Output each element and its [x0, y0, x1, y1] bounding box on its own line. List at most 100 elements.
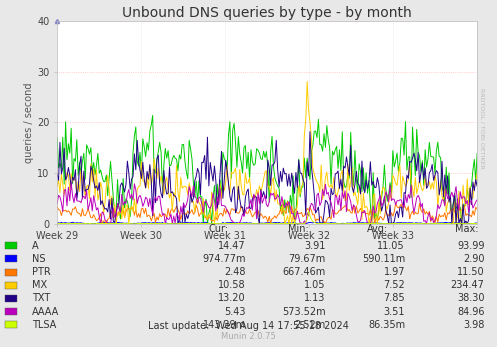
- PTR: [474, 207, 480, 211]
- NS: [306, 221, 312, 225]
- Text: 93.99: 93.99: [457, 241, 485, 251]
- Line: MX: MX: [57, 82, 477, 224]
- Title: Unbound DNS queries by type - by month: Unbound DNS queries by type - by month: [122, 6, 412, 20]
- AAAA: [474, 198, 480, 202]
- A: [314, 136, 320, 140]
- TLSA: [306, 209, 312, 213]
- NS: [474, 221, 480, 225]
- MX: [314, 180, 320, 184]
- Text: 1.97: 1.97: [384, 267, 405, 277]
- NS: [411, 221, 417, 226]
- Text: Last update:  Wed Aug 14 17:55:18 2024: Last update: Wed Aug 14 17:55:18 2024: [148, 321, 349, 331]
- MX: [113, 222, 119, 226]
- Text: 86.35m: 86.35m: [368, 320, 405, 330]
- Text: 13.20: 13.20: [218, 294, 246, 303]
- A: [306, 167, 312, 171]
- MX: [474, 172, 480, 176]
- Line: AAAA: AAAA: [57, 183, 477, 224]
- TLSA: [89, 222, 95, 226]
- Line: A: A: [57, 116, 477, 224]
- Text: 3.51: 3.51: [384, 307, 405, 316]
- AAAA: [411, 211, 417, 215]
- Line: PTR: PTR: [57, 202, 477, 224]
- Text: 2.90: 2.90: [463, 254, 485, 264]
- Text: 38.30: 38.30: [457, 294, 485, 303]
- TXT: [438, 184, 444, 188]
- A: [307, 177, 313, 181]
- NS: [290, 220, 296, 224]
- Text: 10.58: 10.58: [218, 280, 246, 290]
- Text: TXT: TXT: [32, 294, 51, 303]
- TLSA: [56, 221, 62, 226]
- TLSA: [411, 221, 417, 226]
- TLSA: [474, 221, 480, 226]
- AAAA: [314, 193, 320, 197]
- Text: TLSA: TLSA: [32, 320, 57, 330]
- AAAA: [306, 214, 312, 218]
- PTR: [306, 208, 312, 212]
- Text: NS: NS: [32, 254, 46, 264]
- TLSA: [314, 222, 320, 226]
- AAAA: [54, 202, 60, 206]
- AAAA: [98, 222, 104, 226]
- Text: 7.52: 7.52: [383, 280, 405, 290]
- Text: MX: MX: [32, 280, 47, 290]
- PTR: [438, 215, 444, 219]
- TXT: [56, 178, 62, 183]
- TXT: [304, 160, 310, 164]
- Text: Cur:: Cur:: [209, 224, 229, 234]
- PTR: [307, 205, 313, 209]
- Text: 974.77m: 974.77m: [202, 254, 246, 264]
- Text: 5.43: 5.43: [225, 307, 246, 316]
- TLSA: [438, 221, 444, 226]
- AAAA: [438, 204, 444, 208]
- Text: 2.52m: 2.52m: [294, 320, 326, 330]
- Text: 3.98: 3.98: [463, 320, 485, 330]
- Text: A: A: [32, 241, 39, 251]
- TLSA: [304, 218, 310, 222]
- Text: 11.50: 11.50: [457, 267, 485, 277]
- AAAA: [56, 193, 62, 197]
- MX: [307, 120, 313, 125]
- NS: [314, 220, 320, 225]
- A: [54, 136, 60, 140]
- Text: Munin 2.0.75: Munin 2.0.75: [221, 332, 276, 341]
- Text: Avg:: Avg:: [367, 224, 388, 234]
- TXT: [314, 208, 320, 212]
- TXT: [175, 222, 181, 226]
- MX: [54, 184, 60, 188]
- Text: 1.13: 1.13: [304, 294, 326, 303]
- NS: [54, 221, 60, 225]
- Text: Max:: Max:: [455, 224, 479, 234]
- MX: [306, 108, 312, 112]
- AAAA: [307, 205, 313, 210]
- Line: NS: NS: [57, 222, 477, 224]
- MX: [411, 195, 417, 199]
- TXT: [307, 130, 313, 134]
- A: [56, 166, 62, 170]
- Text: PTR: PTR: [32, 267, 51, 277]
- TXT: [306, 174, 312, 178]
- A: [200, 222, 206, 226]
- Text: 3.91: 3.91: [304, 241, 326, 251]
- Text: 14.47: 14.47: [218, 241, 246, 251]
- Text: 11.05: 11.05: [377, 241, 405, 251]
- A: [150, 113, 156, 118]
- PTR: [54, 204, 60, 209]
- PTR: [284, 200, 290, 204]
- Text: 234.47: 234.47: [451, 280, 485, 290]
- Text: 573.52m: 573.52m: [282, 307, 326, 316]
- TLSA: [307, 214, 313, 218]
- TXT: [474, 184, 480, 188]
- Text: 84.96: 84.96: [457, 307, 485, 316]
- PTR: [411, 213, 417, 217]
- Text: Min:: Min:: [288, 224, 309, 234]
- MX: [304, 79, 310, 84]
- Line: TLSA: TLSA: [57, 211, 477, 224]
- TXT: [411, 151, 417, 155]
- NS: [86, 222, 92, 226]
- AAAA: [68, 181, 74, 185]
- NS: [56, 221, 62, 225]
- TLSA: [54, 221, 60, 226]
- TXT: [54, 172, 60, 176]
